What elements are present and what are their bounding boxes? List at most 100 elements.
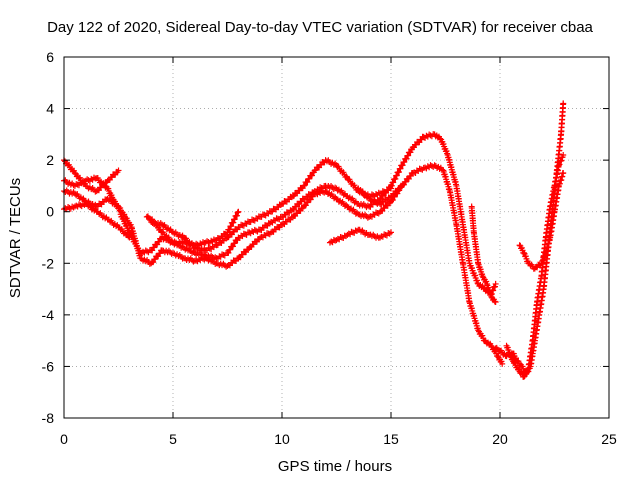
- data-point-interp: [113, 223, 120, 230]
- data-point-interp: [332, 160, 339, 167]
- data-point-interp: [210, 236, 217, 243]
- data-point-interp: [114, 169, 121, 176]
- data-series: [355, 182, 405, 208]
- data-point: [344, 231, 351, 238]
- data-point-interp: [142, 258, 149, 265]
- data-point-interp: [232, 258, 239, 265]
- data-point-interp: [479, 271, 486, 278]
- data-point-interp: [515, 366, 522, 373]
- x-tick-label: 0: [60, 431, 68, 447]
- data-point-interp: [227, 246, 234, 253]
- data-point-interp: [365, 193, 372, 200]
- data-series: [492, 100, 567, 378]
- data-point-interp: [468, 264, 475, 271]
- y-tick-label: -4: [42, 307, 55, 323]
- data-point-interp: [473, 277, 480, 284]
- data-point-interp: [69, 168, 76, 175]
- data-point-interp: [397, 165, 404, 172]
- data-point-interp: [91, 207, 98, 214]
- data-point-interp: [395, 169, 402, 176]
- y-tick-label: 2: [46, 152, 54, 168]
- data-point-interp: [487, 291, 494, 298]
- data-point-interp: [228, 223, 235, 230]
- data-point-interp: [341, 203, 348, 210]
- data-point-interp: [67, 181, 74, 188]
- data-point-interp: [358, 228, 365, 235]
- data-point-interp: [537, 262, 544, 269]
- data-point-interp: [230, 219, 237, 226]
- data-series: [503, 151, 567, 380]
- y-tick-label: -8: [42, 410, 55, 426]
- data-point-interp: [546, 237, 553, 244]
- data-point-interp: [69, 203, 76, 210]
- data-series: [61, 187, 135, 231]
- data-point: [388, 229, 394, 236]
- data-point-interp: [523, 369, 530, 376]
- data-point-interp: [389, 197, 396, 204]
- data-point: [235, 208, 242, 215]
- data-point-interp: [558, 157, 565, 164]
- data-point-interp: [397, 182, 404, 189]
- y-axis-label: SDTVAR / TECUs: [7, 178, 24, 298]
- data-point-interp: [309, 193, 316, 200]
- data-point-interp: [304, 178, 311, 185]
- data-point-interp: [418, 136, 425, 143]
- data-point-interp: [392, 175, 399, 182]
- data-point-interp: [401, 159, 408, 166]
- data-point-interp: [483, 278, 490, 285]
- data-point-interp: [102, 215, 109, 222]
- data-point-interp: [244, 229, 251, 236]
- data-point-interp: [472, 272, 479, 279]
- data-point-interp: [179, 243, 186, 250]
- data-point-interp: [498, 358, 505, 365]
- data-point-interp: [88, 186, 95, 193]
- data-point-interp: [459, 218, 466, 225]
- data-point-interp: [386, 230, 393, 237]
- data-point-interp: [331, 195, 338, 202]
- data-series: [516, 170, 567, 272]
- data-point-interp: [171, 230, 178, 237]
- data-point-interp: [427, 132, 434, 139]
- data-point-interp: [474, 325, 481, 332]
- x-tick-label: 20: [492, 431, 508, 447]
- plot-frame: [63, 56, 610, 419]
- data-point-interp: [178, 233, 185, 240]
- data-point-interp: [430, 163, 437, 170]
- data-series: [117, 131, 499, 298]
- data-point-interp: [225, 249, 232, 256]
- data-point-interp: [323, 158, 330, 165]
- data-series: [468, 203, 499, 305]
- data-point-interp: [390, 179, 397, 186]
- data-point-interp: [539, 257, 546, 264]
- x-tick-label: 5: [169, 431, 177, 447]
- data-point-interp: [437, 135, 444, 142]
- data-point-interp: [125, 227, 132, 234]
- x-tick-label: 15: [383, 431, 399, 447]
- data-point-interp: [287, 216, 294, 223]
- data-point-interp: [555, 183, 562, 190]
- data-point-interp: [276, 224, 283, 231]
- data-point-interp: [452, 181, 459, 188]
- data-point-interp: [370, 198, 377, 205]
- data-point-interp: [444, 150, 451, 157]
- y-tick-label: 6: [46, 49, 54, 65]
- data-point-interp: [386, 184, 393, 191]
- data-point-interp: [556, 161, 563, 168]
- data-point-interp: [229, 243, 236, 250]
- data-point-interp: [301, 182, 308, 189]
- data-series: [128, 162, 506, 367]
- y-tick-label: 4: [46, 101, 54, 117]
- data-point-interp: [407, 149, 414, 156]
- data-point-interp: [102, 184, 109, 191]
- data-point-interp: [353, 228, 360, 235]
- data-series: [326, 226, 394, 246]
- data-point-interp: [306, 175, 313, 182]
- data-point-interp: [542, 250, 549, 257]
- data-point-interp: [330, 236, 337, 243]
- data-point-interp: [364, 194, 371, 201]
- data-point-interp: [446, 186, 453, 193]
- x-tick-label: 10: [274, 431, 290, 447]
- x-tick-label: 25: [601, 431, 617, 447]
- data-point-interp: [399, 162, 406, 169]
